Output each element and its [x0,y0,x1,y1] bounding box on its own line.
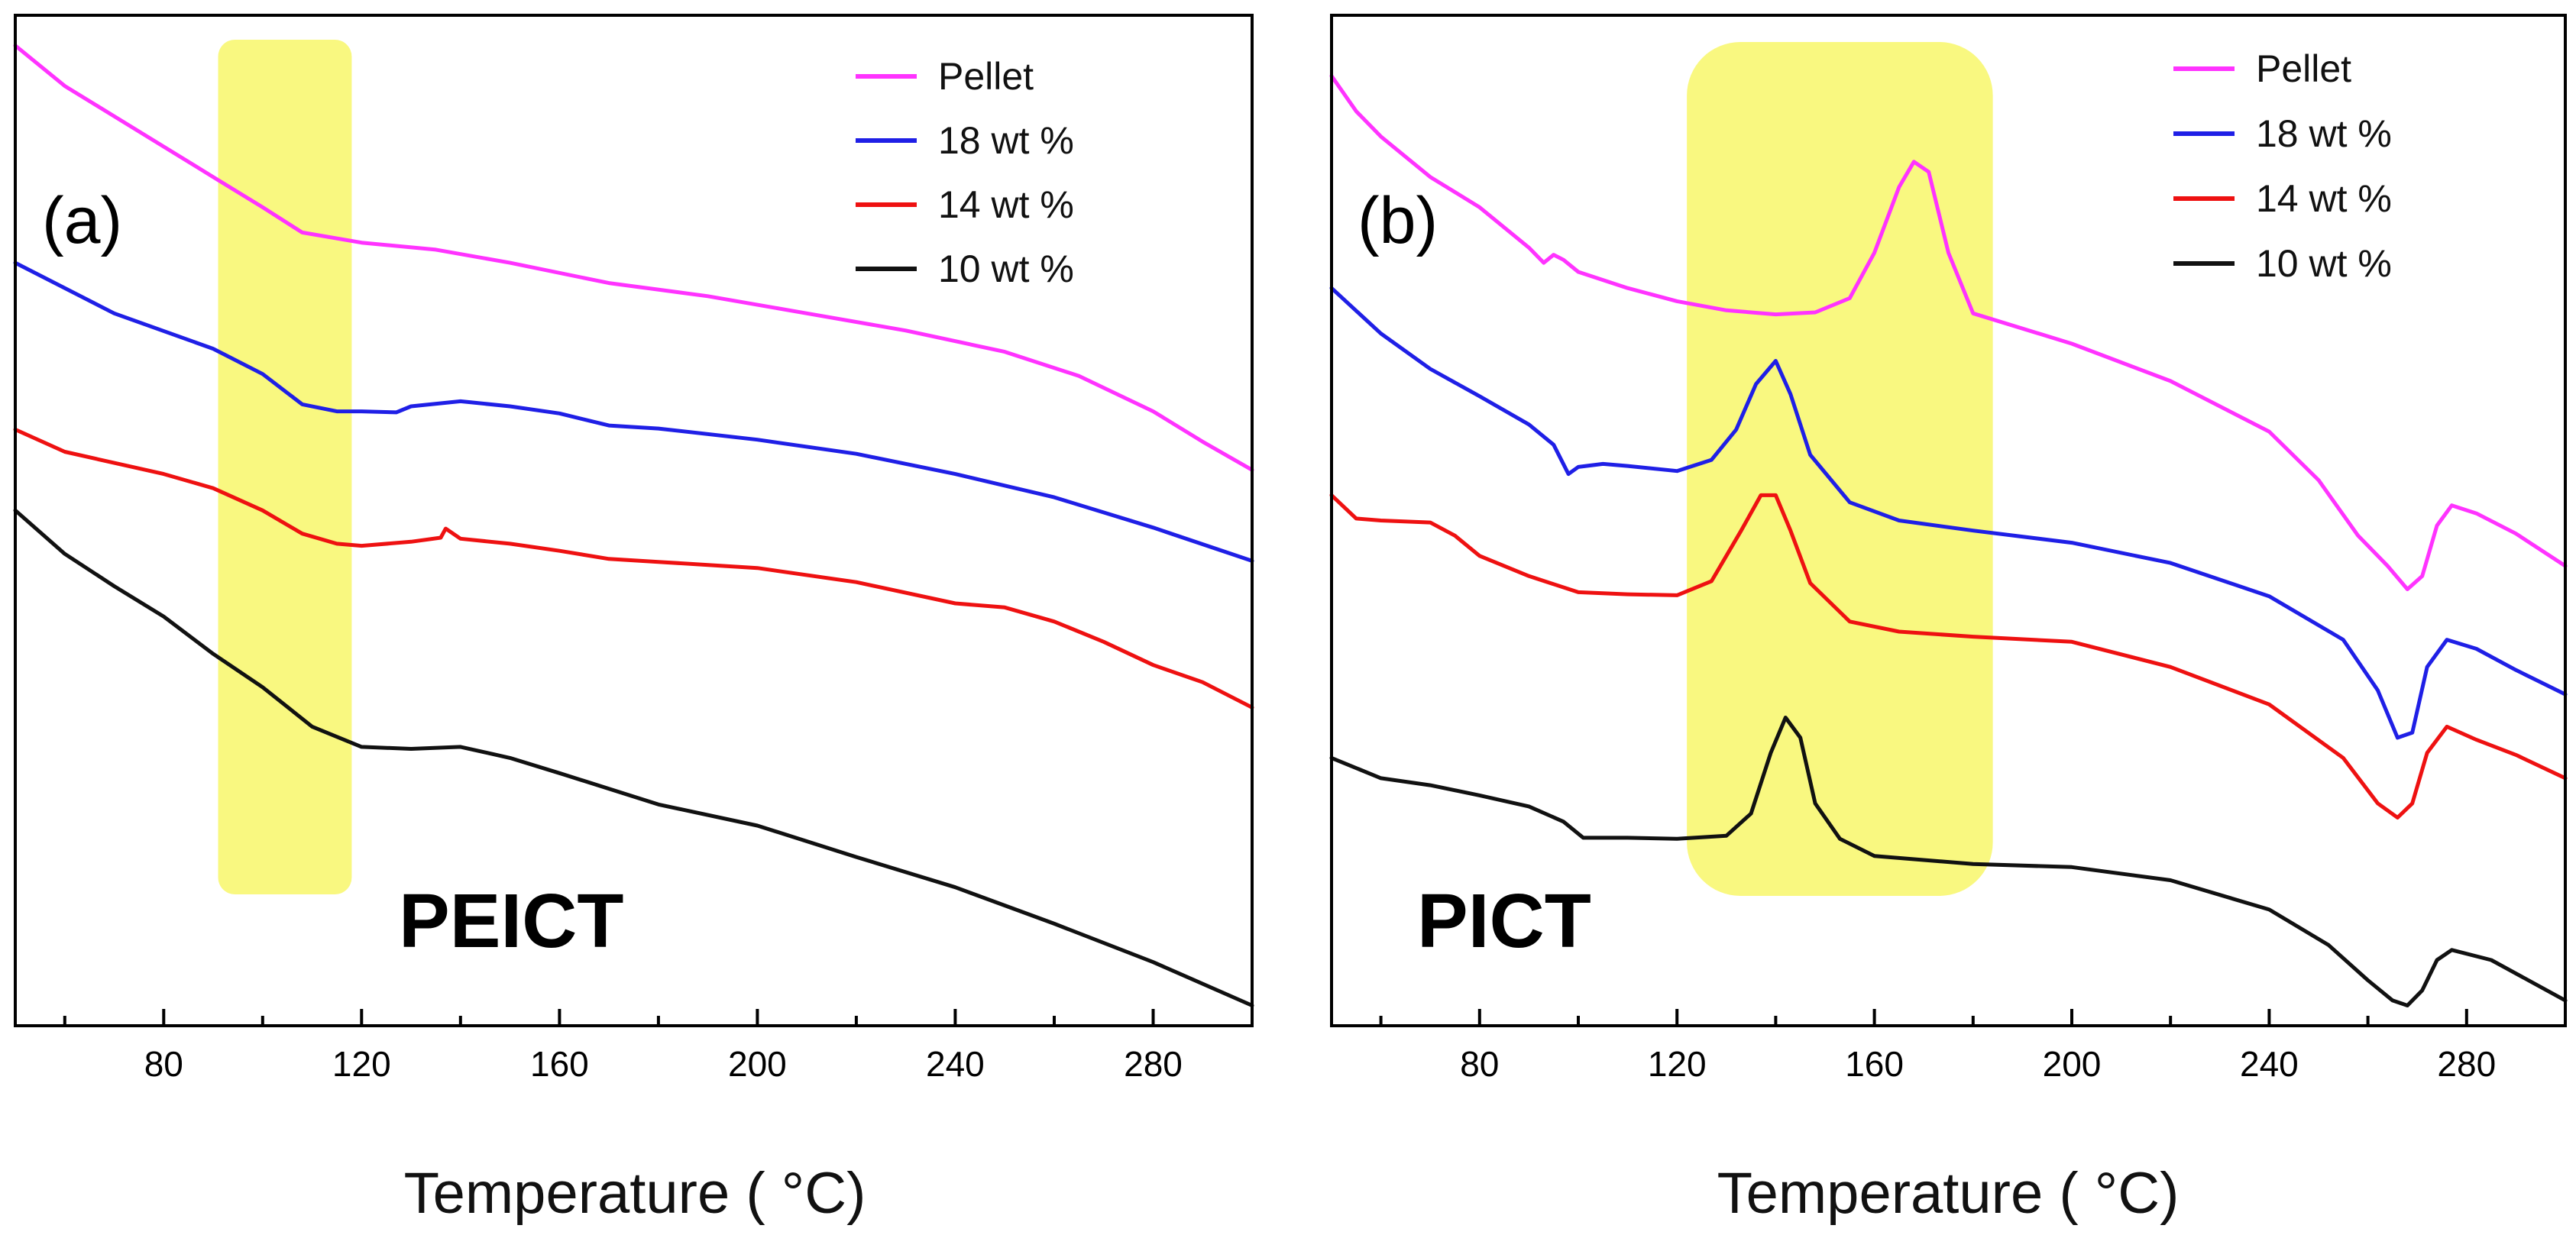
traces-a [13,44,1254,1007]
series-line-14-wt [13,427,1254,710]
x-tick-label: 280 [1124,1044,1183,1084]
sample-name-a: PEICT [399,878,623,964]
legend-a: Pellet 18 wt % 14 wt % 10 wt % [856,55,1074,290]
x-axis-label-b: Temperature ( °C) [1717,1161,2180,1226]
legend-label: Pellet [938,55,1034,98]
x-tick-label: 80 [1460,1044,1499,1084]
x-tick-label: 160 [1845,1044,1904,1084]
plot-frame-b [1330,14,2567,1027]
legend-label: 10 wt % [2256,242,2392,285]
panel-label-a: (a) [42,184,122,257]
x-tick-label: 240 [2240,1044,2299,1084]
x-tick-label: 120 [332,1044,391,1084]
x-tick-label: 160 [530,1044,589,1084]
series-line-10-wt [13,508,1254,1007]
x-tick-label: 280 [2437,1044,2496,1084]
series-line-pellet [13,44,1254,472]
x-ticks-a: 80 120 160 200 240 280 [63,1009,1183,1084]
series-line-18-wt [13,260,1254,563]
x-tick-label: 80 [144,1044,183,1084]
traces-b [1329,73,2568,1007]
x-ticks-b: 80 120 160 200 240 280 [1379,1009,2496,1084]
legend-label: 14 wt % [2256,177,2392,220]
series-line-18-wt [1329,286,2568,740]
highlight-band-a [218,40,352,894]
plot-frame-a [14,14,1254,1027]
legend-label: 18 wt % [938,119,1074,162]
panel-b: 80 120 160 200 240 280 Pellet 18 wt % 14 wt % 10… [1329,14,2568,1226]
series-line-10-wt [1329,716,2568,1007]
legend-label: 10 wt % [938,247,1074,290]
legend-label: 14 wt % [938,183,1074,226]
panel-a: 80 120 160 200 240 280 Pellet 18 wt % 14 wt % 10… [13,14,1254,1226]
legend-b: Pellet 18 wt % 14 wt % 10 wt % [2173,47,2392,285]
highlight-band-b [1687,42,1993,896]
sample-name-b: PICT [1417,878,1591,964]
legend-label: 18 wt % [2256,112,2392,155]
x-tick-label: 120 [1648,1044,1707,1084]
series-line-14-wt [1329,493,2568,820]
panel-label-b: (b) [1358,184,1438,257]
x-tick-label: 240 [926,1044,985,1084]
x-axis-label-a: Temperature ( °C) [404,1161,866,1226]
series-line-pellet [1329,73,2568,591]
legend-label: Pellet [2256,47,2351,90]
x-tick-label: 200 [2043,1044,2102,1084]
x-tick-label: 200 [728,1044,787,1084]
